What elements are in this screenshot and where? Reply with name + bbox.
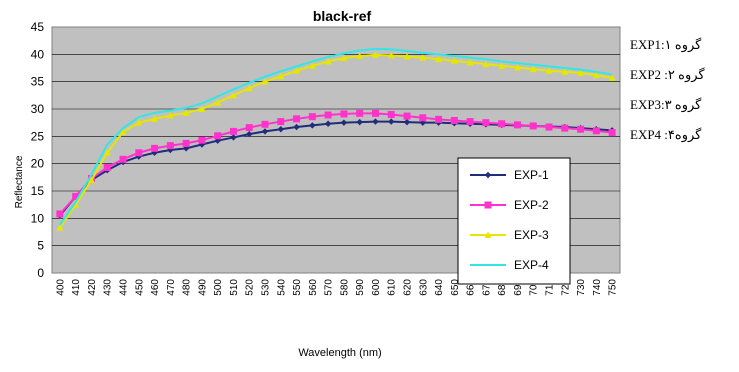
data-point [104,164,111,171]
legend-label: EXP-1 [514,168,549,182]
data-point [262,121,269,128]
x-tick-label: 490 [197,279,208,296]
x-tick-label: 620 [403,279,414,296]
x-tick-label: 410 [71,279,82,296]
x-tick-label: 740 [592,279,603,296]
data-point [325,112,332,119]
data-point [577,126,584,133]
y-tick-label: 45 [31,20,45,34]
legend-swatch-marker [485,202,492,209]
data-point [167,142,174,149]
data-point [356,110,363,117]
data-point [609,129,616,136]
x-tick-label: 560 [308,279,319,296]
data-point [419,114,426,121]
x-tick-label: 540 [276,279,287,296]
y-tick-label: 10 [31,211,45,225]
x-tick-label: 590 [355,279,366,296]
data-point [404,113,411,120]
data-point [514,121,521,128]
y-tick-label: 35 [31,75,45,89]
x-tick-label: 630 [418,279,429,296]
x-tick-label: 570 [324,279,335,296]
data-point [561,125,568,132]
x-tick-label: 640 [434,279,445,296]
data-point [530,122,537,129]
data-point [451,117,458,124]
data-point [340,110,347,117]
x-tick-label: 450 [134,279,145,296]
x-tick-label: 530 [261,279,272,296]
y-axis-label: Reflectance [14,155,25,208]
legend-label: EXP-4 [514,258,549,272]
data-point [120,156,127,163]
data-point [198,137,205,144]
data-point [56,210,63,217]
side-label-exp4: EXP4 :گروه۴ [630,127,701,143]
data-point [293,115,300,122]
x-tick-label: 580 [339,279,350,296]
x-tick-label: 430 [103,279,114,296]
x-tick-label: 420 [87,279,98,296]
y-tick-label: 30 [31,102,45,116]
data-point [309,113,316,120]
side-label-exp3: EXP3:گروه ۳ [630,97,701,113]
x-axis-label: Wavelength (nm) [298,347,381,359]
x-tick-label: 510 [229,279,240,296]
data-point [372,110,379,117]
x-tick-label: 440 [119,279,130,296]
x-tick-label: 500 [213,279,224,296]
side-label-exp2: EXP2 :گروه ۲ [630,67,705,83]
y-tick-label: 20 [31,157,45,171]
y-tick-label: 15 [31,184,45,198]
data-point [546,124,553,131]
data-point [183,140,190,147]
data-point [135,149,142,156]
y-tick-labels: 0 5 10 15 20 25 30 35 40 45 [31,20,45,280]
x-tick-label: 460 [150,279,161,296]
data-point [593,127,600,134]
legend-label: EXP-2 [514,198,549,212]
y-tick-label: 25 [31,129,45,143]
y-tick-label: 0 [37,266,44,280]
data-point [435,116,442,123]
data-point [388,111,395,118]
data-point [151,145,158,152]
data-point [230,128,237,135]
x-tick-label: 600 [371,279,382,296]
data-point [498,120,505,127]
x-tick-label: 550 [292,279,303,296]
data-point [246,124,253,131]
legend-label: EXP-3 [514,228,549,242]
data-point [277,118,284,125]
data-point [482,119,489,126]
data-point [214,132,221,139]
y-tick-label: 5 [37,239,44,253]
x-tick-label: 400 [55,279,66,296]
data-point [467,118,474,125]
x-tick-label: 750 [608,279,619,296]
side-label-exp1: EXP1:گروه ۱ [630,37,701,53]
x-tick-label: 470 [166,279,177,296]
x-tick-label: 480 [182,279,193,296]
chart-title: black-ref [313,8,372,24]
x-tick-label: 610 [387,279,398,296]
y-tick-label: 40 [31,47,45,61]
x-tick-label: 730 [576,279,587,296]
x-tick-label: 520 [245,279,256,296]
legend: EXP-1 EXP-2 EXP-3 EXP-4 [458,158,570,284]
